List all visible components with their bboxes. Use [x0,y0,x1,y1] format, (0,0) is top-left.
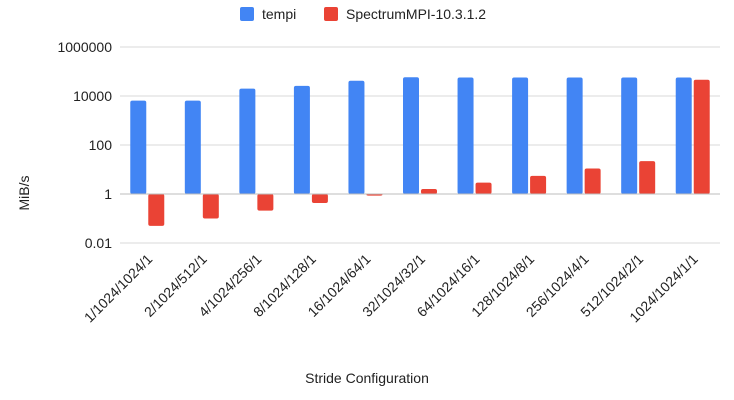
bar-tempi-7 [512,77,529,194]
legend: tempi SpectrumMPI-10.3.1.2 [0,6,734,28]
legend-label-spectrummpi: SpectrumMPI-10.3.1.2 [346,6,487,22]
legend-swatch-tempi [240,7,254,21]
bar-spectrummpi-1 [202,194,219,219]
bar-tempi-0 [130,100,147,194]
bar-spectrummpi-3 [311,194,328,203]
bar-tempi-2 [239,88,256,194]
x-axis-title: Stride Configuration [305,370,429,386]
y-tick-label: 100 [89,137,113,153]
bar-spectrummpi-8 [584,168,601,194]
bar-spectrummpi-7 [530,175,547,194]
y-axis-title: MiB/s [16,175,32,211]
y-tick-label: 0.01 [85,235,112,251]
bar-spectrummpi-0 [148,194,165,226]
bar-spectrummpi-2 [257,194,274,211]
x-tick-label: 1/1024/1024/1 [81,251,156,326]
legend-label-tempi: tempi [262,6,297,22]
y-tick-label: 1 [104,186,112,202]
legend-item-tempi: tempi [240,6,296,22]
bar-tempi-9 [621,77,638,194]
legend-item-spectrummpi: SpectrumMPI-10.3.1.2 [324,6,486,22]
bar-spectrummpi-9 [639,161,656,194]
legend-swatch-spectrummpi [324,7,338,21]
y-tick-label: 1000000 [57,39,112,55]
bar-tempi-4 [348,80,365,194]
bar-tempi-6 [457,77,474,194]
bar-tempi-10 [675,77,692,194]
y-tick-label: 10000 [73,88,112,104]
bar-tempi-1 [184,100,201,194]
bar-spectrummpi-5 [421,188,437,194]
bar-tempi-8 [566,77,583,194]
bar-tempi-3 [293,85,310,194]
bar-tempi-5 [403,77,419,194]
bar-spectrummpi-6 [475,182,492,194]
bar-spectrummpi-10 [693,79,710,194]
